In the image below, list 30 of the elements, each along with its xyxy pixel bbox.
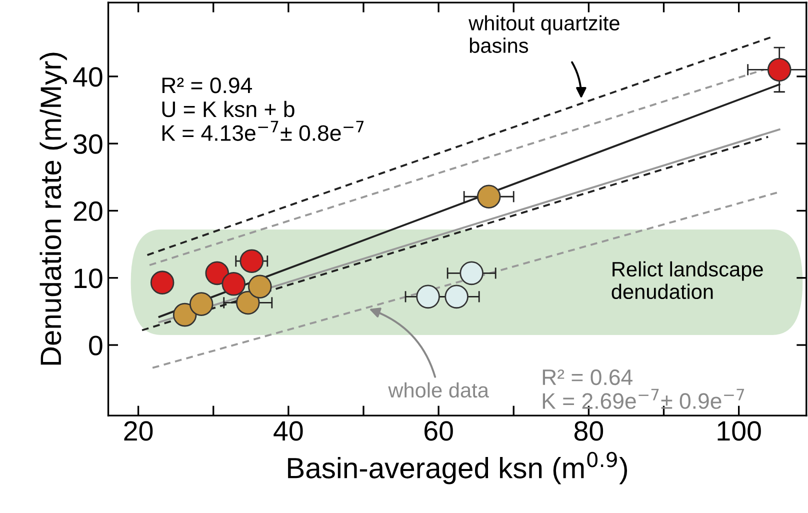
y-axis-title: Denudation rate (m/Myr) <box>40 52 67 365</box>
point <box>416 284 440 309</box>
y-tick-label: 20 <box>74 201 102 222</box>
y-tick-label: 10 <box>74 268 102 288</box>
point <box>189 292 214 316</box>
x-axis-title: Basin-averaged ksn (m$^{0.9}$) <box>288 452 628 484</box>
point <box>248 274 272 298</box>
x-tick-label: 60 <box>424 421 453 441</box>
point <box>236 290 260 315</box>
point <box>444 284 468 309</box>
point <box>240 249 264 273</box>
point <box>222 272 246 296</box>
annotation: R² = 0.94 U = K ksn + b K = 4.13e$^{−7}$± 0.8e$^{−7}$ <box>162 77 364 141</box>
band-label: Relict landscape denudation <box>612 261 763 300</box>
point <box>767 58 792 82</box>
point <box>172 302 197 327</box>
point <box>460 261 484 286</box>
y-tick-label: 30 <box>74 134 102 154</box>
x-tick-label: 40 <box>274 421 303 441</box>
point <box>476 184 501 209</box>
y-tick-label: 0 <box>89 336 102 356</box>
x-tick-label: 80 <box>574 421 604 441</box>
annotation: whitout quartzite basins <box>468 15 620 53</box>
annotation: whole data <box>388 382 489 398</box>
x-tick-label: 100 <box>718 421 761 441</box>
y-tick-label: 40 <box>73 67 102 87</box>
x-tick-label: 20 <box>124 421 153 441</box>
point <box>150 270 174 294</box>
annotation: R² = 0.64 K = 2.69e$^{−7}$± 0.9e$^{−7}$ <box>542 369 744 409</box>
point <box>205 261 230 286</box>
